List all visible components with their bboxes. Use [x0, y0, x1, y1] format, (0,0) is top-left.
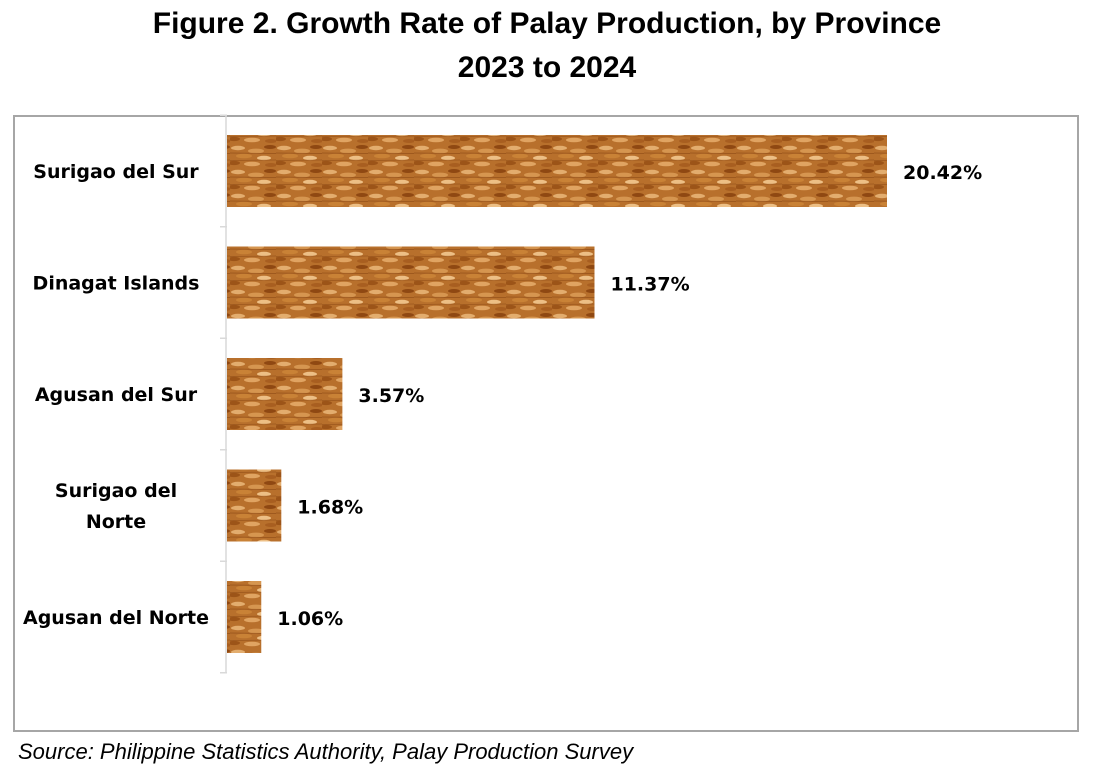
- category-label: Agusan del Norte: [23, 607, 209, 629]
- value-label: 3.57%: [358, 385, 424, 407]
- category-label: Surigao del Norte: [55, 480, 177, 533]
- bar-dinagat-islands: [227, 246, 595, 319]
- value-label: 11.37%: [610, 274, 689, 296]
- bar-agusan-del-norte: [227, 581, 262, 653]
- chart-title-line-2: 2023 to 2024: [457, 51, 637, 84]
- value-label: 20.42%: [903, 162, 982, 184]
- bar-surigao-del-norte: [227, 469, 282, 542]
- category-label-line: Agusan del Sur: [35, 384, 198, 406]
- category-label-line: Dinagat Islands: [33, 273, 200, 295]
- category-label-line: Surigao del Sur: [33, 161, 199, 183]
- chart-frame: [13, 115, 1079, 732]
- category-label-line: Agusan del Norte: [23, 607, 209, 629]
- category-label: Surigao del Sur: [33, 161, 199, 183]
- value-label: 1.68%: [297, 497, 363, 519]
- value-label: 1.06%: [277, 608, 343, 630]
- category-label: Agusan del Sur: [35, 384, 198, 406]
- bar-surigao-del-sur: [227, 135, 887, 207]
- chart-title-line-1: Figure 2. Growth Rate of Palay Productio…: [152, 7, 942, 40]
- category-label: Dinagat Islands: [33, 273, 200, 295]
- category-label-line: Norte: [86, 511, 146, 533]
- category-label-line: Surigao del: [55, 480, 177, 502]
- bar-agusan-del-sur: [227, 358, 343, 430]
- source-note: Source: Philippine Statistics Authority,…: [18, 739, 634, 764]
